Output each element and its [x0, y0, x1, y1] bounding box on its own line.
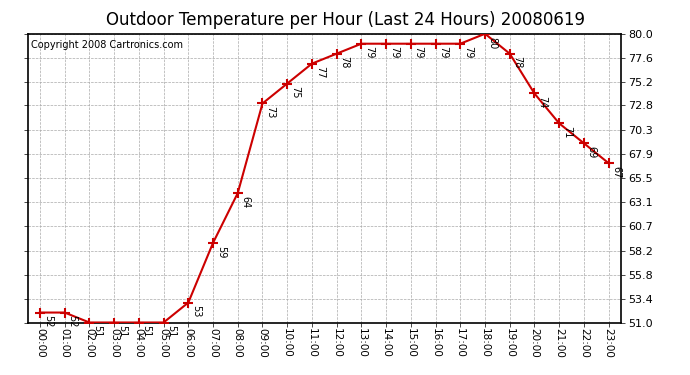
Text: 78: 78 — [513, 57, 522, 69]
Text: 59: 59 — [216, 246, 226, 258]
Text: 51: 51 — [92, 325, 102, 338]
Text: 51: 51 — [141, 325, 152, 338]
Text: 79: 79 — [364, 46, 374, 59]
Text: 78: 78 — [339, 57, 349, 69]
Text: 79: 79 — [389, 46, 399, 59]
Text: 74: 74 — [538, 96, 547, 109]
Text: 79: 79 — [413, 46, 424, 59]
Text: 79: 79 — [438, 46, 449, 59]
Text: 80: 80 — [488, 36, 497, 49]
Text: 69: 69 — [586, 146, 597, 158]
Text: 67: 67 — [611, 166, 622, 178]
Text: Copyright 2008 Cartronics.com: Copyright 2008 Cartronics.com — [30, 39, 183, 50]
Text: 52: 52 — [68, 315, 77, 328]
Text: 51: 51 — [117, 325, 127, 338]
Text: 77: 77 — [315, 66, 325, 79]
Text: 73: 73 — [265, 106, 275, 118]
Text: 71: 71 — [562, 126, 572, 138]
Text: 51: 51 — [166, 325, 177, 338]
Text: Outdoor Temperature per Hour (Last 24 Hours) 20080619: Outdoor Temperature per Hour (Last 24 Ho… — [106, 11, 584, 29]
Text: 79: 79 — [463, 46, 473, 59]
Text: 64: 64 — [241, 196, 250, 208]
Text: 75: 75 — [290, 86, 300, 99]
Text: 53: 53 — [191, 305, 201, 318]
Text: 52: 52 — [43, 315, 52, 328]
